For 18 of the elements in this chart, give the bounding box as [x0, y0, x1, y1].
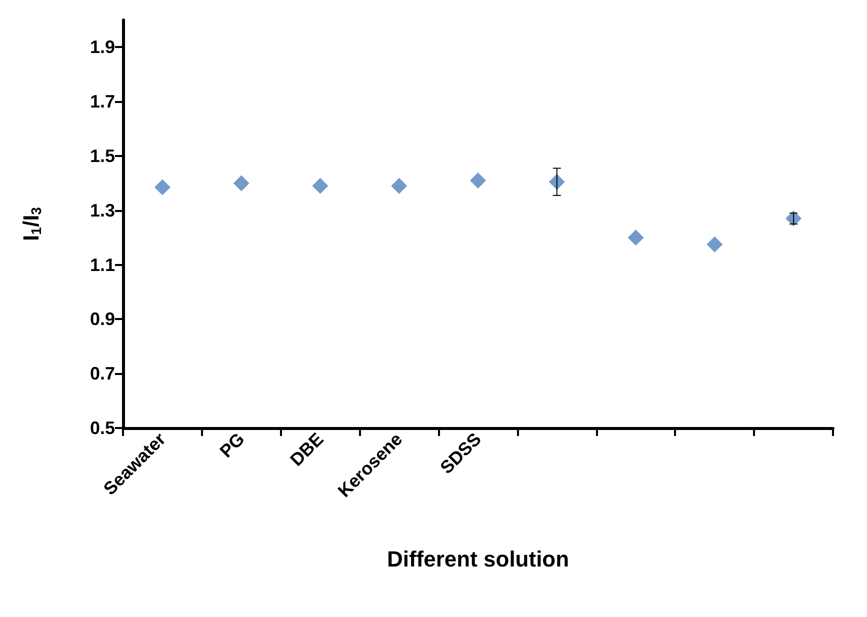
y-tick-label: 1.7 [90, 92, 115, 112]
point [391, 178, 408, 194]
point [312, 178, 328, 194]
x-tick-label: PG [216, 428, 248, 462]
y-tick-label: 0.9 [90, 309, 115, 330]
y-tick-label: 1.3 [90, 200, 115, 220]
x-axis-title: Different solution [386, 546, 570, 572]
point [628, 230, 644, 246]
y-tick-label: 1.5 [90, 146, 115, 166]
y-tick-label: 0.7 [90, 364, 115, 384]
point [233, 175, 250, 192]
y-axis-title: I1/I3 [18, 206, 44, 241]
point [706, 236, 723, 252]
y-tick-label: 1.1 [90, 254, 115, 275]
point [154, 179, 170, 196]
y-tick-label: 1.9 [90, 37, 115, 58]
point [470, 172, 486, 188]
y-tick-label: 0.5 [90, 418, 115, 438]
